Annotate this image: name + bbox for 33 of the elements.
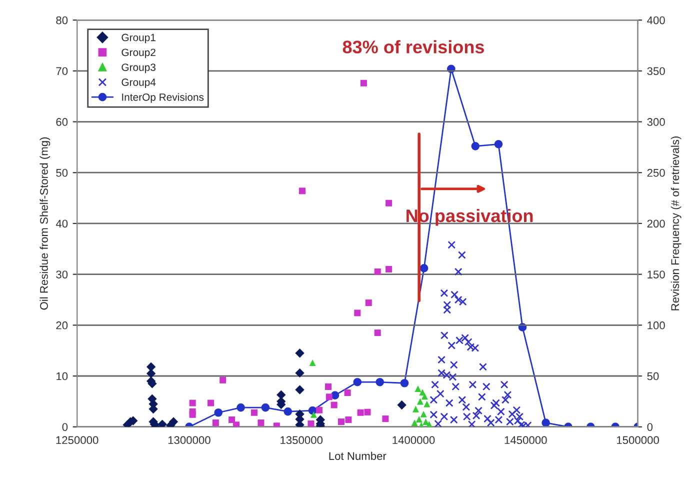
y-tick-label: 60 <box>56 118 68 126</box>
y2-tick-label: 150 <box>648 270 665 278</box>
y-tick-label: 50 <box>56 168 68 177</box>
y2-axis-title: Revision Frequency (# of retrievals) <box>670 136 682 310</box>
legend-label: Group2 <box>122 48 156 58</box>
y2-tick-label: 350 <box>647 67 665 76</box>
x-tick-label: 1500000 <box>616 436 659 444</box>
y2-tick-label: 0 <box>647 423 653 431</box>
y2-tick-label: 100 <box>648 321 665 330</box>
y-tick-label: 80 <box>56 16 68 24</box>
y-tick-label: 0 <box>62 423 68 431</box>
x-tick-label: 1450000 <box>504 436 547 444</box>
y-tick-label: 20 <box>56 321 68 330</box>
legend-label: Group1 <box>122 34 156 44</box>
y2-tick-label: 50 <box>647 372 659 380</box>
x-tick-label: 1300000 <box>168 436 210 444</box>
x-tick-label: 1400000 <box>392 436 435 444</box>
legend-label: InterOp Revisions <box>122 93 204 103</box>
y-axis-title: Oil Residue from Shelf-Stored (mg) <box>40 137 50 310</box>
y2-tick-label: 400 <box>647 16 665 24</box>
y2-tick-label: 300 <box>647 118 665 126</box>
y-tick-label: 70 <box>56 67 68 76</box>
legend-label: Group4 <box>122 78 156 88</box>
x-tick-label: 1250000 <box>56 436 98 444</box>
y2-tick-label: 200 <box>647 220 665 228</box>
x-axis-title: Lot Number <box>329 452 386 460</box>
y2-tick-label: 250 <box>647 168 665 177</box>
y-tick-label: 10 <box>56 372 68 380</box>
legend-label: Group3 <box>122 64 156 74</box>
x-tick-label: 1350000 <box>280 436 323 444</box>
y-tick-label: 40 <box>56 220 68 228</box>
y-tick-label: 30 <box>56 270 68 278</box>
annotation: 83% of revisions <box>342 40 484 54</box>
